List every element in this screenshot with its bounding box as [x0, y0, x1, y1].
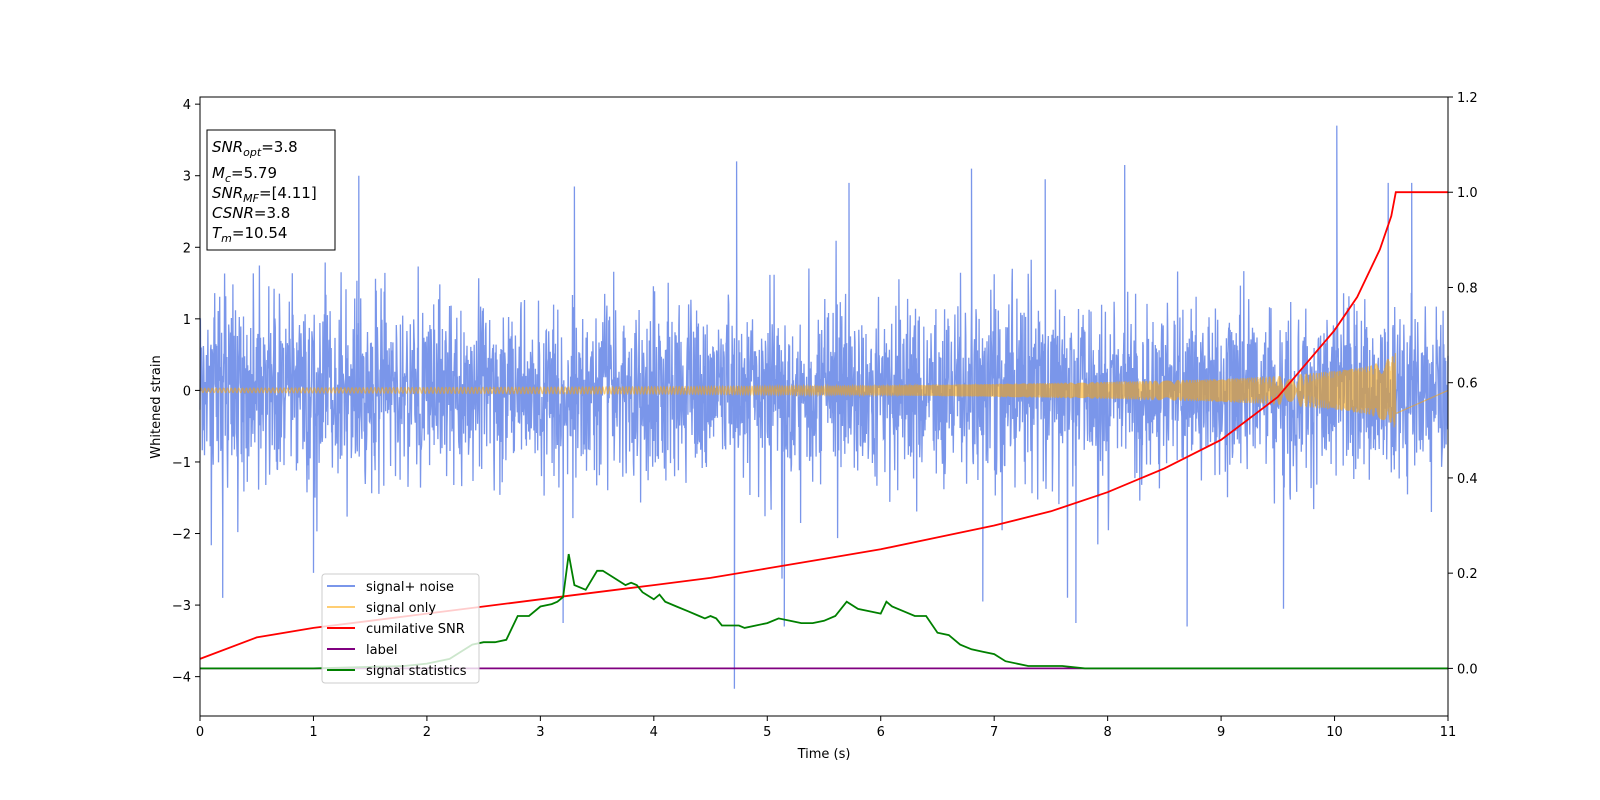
y-tick-label: 4 — [183, 98, 191, 113]
info-tm: Tm=10.54 — [212, 224, 287, 245]
legend-label-label: label — [366, 643, 397, 658]
x-tick-label: 4 — [650, 725, 658, 740]
x-tick-label: 1 — [309, 725, 317, 740]
y-tick-label: −3 — [172, 599, 191, 614]
legend-label-signal-only: signal only — [366, 601, 436, 616]
info-box-frame — [206, 129, 336, 251]
y2-tick-label: 0.6 — [1457, 377, 1478, 392]
info-snr-opt: SNRopt=3.8 — [212, 138, 298, 159]
legend: signal+ noise signal only cumilative SNR… — [321, 573, 480, 684]
y2-tick-label: 0.8 — [1457, 281, 1478, 296]
legend-label-signal-noise: signal+ noise — [366, 580, 454, 595]
y-tick-label: 1 — [183, 313, 191, 328]
y-tick-label: −2 — [172, 528, 191, 543]
x-tick-label: 5 — [763, 725, 771, 740]
x-tick-label: 9 — [1217, 725, 1225, 740]
axis-layer: 0 1 2 3 4 5 6 7 8 9 10 11 −4 −3 −2 −1 0 1 2 3 4 0.0 0.2 0.4 0.6 0… — [172, 91, 1478, 740]
series-signal-only — [199, 352, 1449, 428]
y-tick-label: 3 — [183, 170, 191, 185]
x-tick-label: 3 — [536, 725, 544, 740]
y2-tick-label: 1.0 — [1457, 186, 1478, 201]
x-axis-title: Time (s) — [797, 747, 851, 762]
y-axis-title: Whitened strain — [149, 355, 164, 458]
series-signal-statistics — [200, 553, 1448, 670]
info-mc: Mc=5.79 — [212, 164, 277, 185]
legend-frame — [321, 573, 480, 684]
legend-label-signal-statistics: signal statistics — [366, 664, 467, 679]
x-tick-label: 10 — [1326, 725, 1343, 740]
x-tick-label: 2 — [423, 725, 431, 740]
y2-tick-label: 0.4 — [1457, 472, 1478, 487]
y2-tick-label: 0.0 — [1457, 662, 1478, 677]
info-snr-mf: SNRMF=[4.11] — [212, 184, 317, 205]
y2-tick-label: 1.2 — [1457, 91, 1478, 106]
x-tick-label: 7 — [990, 725, 998, 740]
x-tick-label: 6 — [877, 725, 885, 740]
info-csnr: CSNR=3.8 — [212, 204, 290, 222]
series-signal-noise — [199, 125, 1449, 689]
y-tick-label: 2 — [183, 241, 191, 256]
y-tick-label: −1 — [172, 456, 191, 471]
y2-tick-label: 0.2 — [1457, 567, 1478, 582]
y-tick-label: −4 — [172, 671, 191, 686]
y-tick-label: 0 — [183, 384, 191, 399]
x-tick-label: 0 — [196, 725, 204, 740]
legend-label-cumulative-snr: cumilative SNR — [366, 622, 465, 637]
x-tick-label: 11 — [1440, 725, 1457, 740]
x-tick-label: 8 — [1103, 725, 1111, 740]
info-box: SNRopt=3.8 Mc=5.79 SNRMF=[4.11] CSNR=3.8… — [206, 129, 336, 251]
axes-frame — [199, 96, 1449, 717]
